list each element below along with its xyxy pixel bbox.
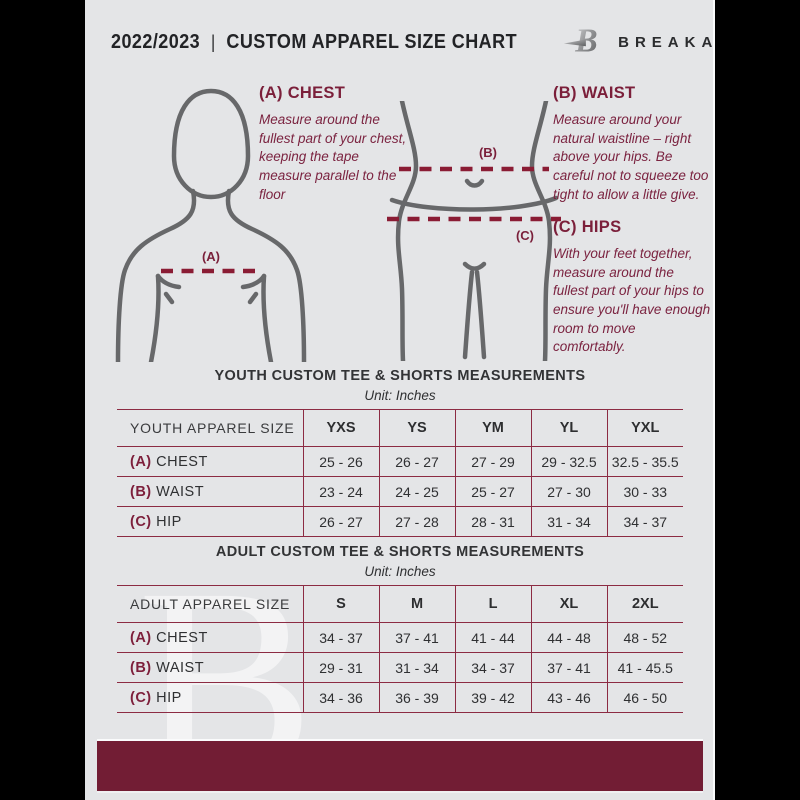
adult-size-2xl: 2XL (606, 585, 683, 623)
adult-hip-row: (C) HIP 34 - 36 36 - 39 39 - 42 43 - 46 … (117, 682, 683, 713)
youth-header-row: YOUTH APPAREL SIZE YXS YS YM YL YXL (117, 409, 683, 447)
waist-line-marker: (B) (479, 145, 497, 160)
row-label: HIP (156, 513, 182, 530)
youth-hip-label: (C) HIP (117, 507, 303, 537)
hips-guide-heading: (C) HIPS (553, 218, 622, 236)
table-cell: 34 - 36 (302, 682, 379, 713)
svg-text:B: B (574, 22, 597, 59)
table-cell: 41 - 45.5 (606, 652, 683, 683)
table-cell: 34 - 37 (606, 506, 683, 537)
hips-guide: (C) HIPS With your feet together, measur… (553, 218, 711, 357)
size-chart-page: 2022/2023 | CUSTOM APPAREL SIZE CHART B (85, 0, 715, 800)
waist-hips-figure-illustration: (B) (C) (387, 98, 561, 366)
row-prefix: (A) (130, 629, 152, 646)
row-prefix: (C) (130, 513, 152, 530)
youth-size-ym: YM (454, 409, 531, 447)
chest-line-marker: (A) (202, 249, 220, 264)
title-divider: | (210, 31, 216, 52)
adult-size-s: S (302, 585, 379, 623)
page-header: 2022/2023 | CUSTOM APPAREL SIZE CHART B (85, 20, 715, 64)
adult-chest-row: (A) CHEST 34 - 37 37 - 41 41 - 44 44 - 4… (117, 622, 683, 653)
adult-waist-label: (B) WAIST (117, 653, 303, 683)
youth-waist-row: (B) WAIST 23 - 24 24 - 25 25 - 27 27 - 3… (117, 476, 683, 507)
footer-bar (97, 739, 703, 793)
table-cell: 29 - 31 (302, 652, 379, 683)
row-label: WAIST (156, 659, 205, 676)
breakaway-b-logo-icon: B (562, 20, 608, 65)
table-cell: 31 - 34 (378, 652, 455, 683)
youth-table-title: YOUTH CUSTOM TEE & SHORTS MEASUREMENTS (214, 368, 586, 384)
table-cell: 25 - 27 (454, 476, 531, 507)
table-cell: 34 - 37 (302, 622, 379, 653)
table-cell: 27 - 28 (378, 506, 455, 537)
page-title: 2022/2023 | CUSTOM APPAREL SIZE CHART (111, 31, 517, 54)
table-cell: 32.5 - 35.5 (606, 446, 683, 477)
adult-chest-label: (A) CHEST (117, 623, 303, 653)
chest-guide-heading: (A) CHEST (259, 84, 346, 102)
row-label: CHEST (156, 629, 208, 646)
waist-guide-text: Measure around your natural waistline – … (553, 112, 709, 202)
youth-size-ys: YS (378, 409, 455, 447)
hip-line-marker: (C) (516, 228, 534, 243)
hips-guide-text: With your feet together, measure around … (553, 246, 711, 355)
table-cell: 26 - 27 (302, 506, 379, 537)
table-cell: 34 - 37 (454, 652, 531, 683)
adult-table-unit: Unit: Inches (364, 564, 436, 579)
youth-chest-label: (A) CHEST (117, 447, 303, 477)
youth-size-yxl: YXL (606, 409, 683, 447)
youth-table-unit: Unit: Inches (364, 388, 436, 403)
table-cell: 26 - 27 (378, 446, 455, 477)
youth-size-yxs: YXS (302, 409, 379, 447)
table-cell: 46 - 50 (606, 682, 683, 713)
youth-size-label: YOUTH APPAREL SIZE (130, 420, 295, 436)
table-cell: 41 - 44 (454, 622, 531, 653)
youth-chest-row: (A) CHEST 25 - 26 26 - 27 27 - 29 29 - 3… (117, 446, 683, 477)
table-cell: 27 - 29 (454, 446, 531, 477)
brand-name: BREAKAWAY (618, 33, 715, 51)
table-cell: 23 - 24 (302, 476, 379, 507)
youth-size-yl: YL (530, 409, 607, 447)
adult-size-m: M (378, 585, 455, 623)
youth-waist-label: (B) WAIST (117, 477, 303, 507)
adult-header-row: ADULT APPAREL SIZE S M L XL 2XL (117, 585, 683, 623)
table-cell: 31 - 34 (530, 506, 607, 537)
adult-size-xl: XL (530, 585, 607, 623)
row-label: WAIST (156, 483, 205, 500)
youth-size-table: YOUTH APPAREL SIZE YXS YS YM YL YXL (A) … (117, 409, 683, 537)
row-prefix: (B) (130, 659, 152, 676)
row-prefix: (A) (130, 453, 152, 470)
waist-guide: (B) WAIST Measure around your natural wa… (553, 84, 711, 204)
row-prefix: (B) (130, 483, 152, 500)
adult-size-label: ADULT APPAREL SIZE (130, 596, 291, 612)
row-label: CHEST (156, 453, 208, 470)
table-cell: 36 - 39 (378, 682, 455, 713)
row-prefix: (C) (130, 689, 152, 706)
table-cell: 25 - 26 (302, 446, 379, 477)
table-cell: 37 - 41 (378, 622, 455, 653)
adult-waist-row: (B) WAIST 29 - 31 31 - 34 34 - 37 37 - 4… (117, 652, 683, 683)
table-cell: 29 - 32.5 (530, 446, 607, 477)
table-cell: 48 - 52 (606, 622, 683, 653)
brand-logo: B BREAKAWAY (562, 20, 715, 65)
table-cell: 30 - 33 (606, 476, 683, 507)
chest-figure-illustration: (A) (113, 84, 308, 367)
table-cell: 27 - 30 (530, 476, 607, 507)
row-label: HIP (156, 689, 182, 706)
waist-guide-heading: (B) WAIST (553, 84, 636, 102)
chest-guide-text: Measure around the fullest part of your … (259, 112, 407, 202)
table-cell: 44 - 48 (530, 622, 607, 653)
table-cell: 37 - 41 (530, 652, 607, 683)
chest-guide: (A) CHEST Measure around the fullest par… (259, 84, 411, 204)
table-cell: 24 - 25 (378, 476, 455, 507)
youth-hip-row: (C) HIP 26 - 27 27 - 28 28 - 31 31 - 34 … (117, 506, 683, 537)
table-cell: 39 - 42 (454, 682, 531, 713)
season-label: 2022/2023 (111, 30, 201, 53)
adult-size-table: ADULT APPAREL SIZE S M L XL 2XL (A) CHES… (117, 585, 683, 713)
adult-table-title: ADULT CUSTOM TEE & SHORTS MEASUREMENTS (215, 544, 585, 560)
chart-title: CUSTOM APPAREL SIZE CHART (226, 30, 518, 53)
table-cell: 43 - 46 (530, 682, 607, 713)
adult-size-l: L (454, 585, 531, 623)
table-cell: 28 - 31 (454, 506, 531, 537)
adult-hip-label: (C) HIP (117, 683, 303, 713)
